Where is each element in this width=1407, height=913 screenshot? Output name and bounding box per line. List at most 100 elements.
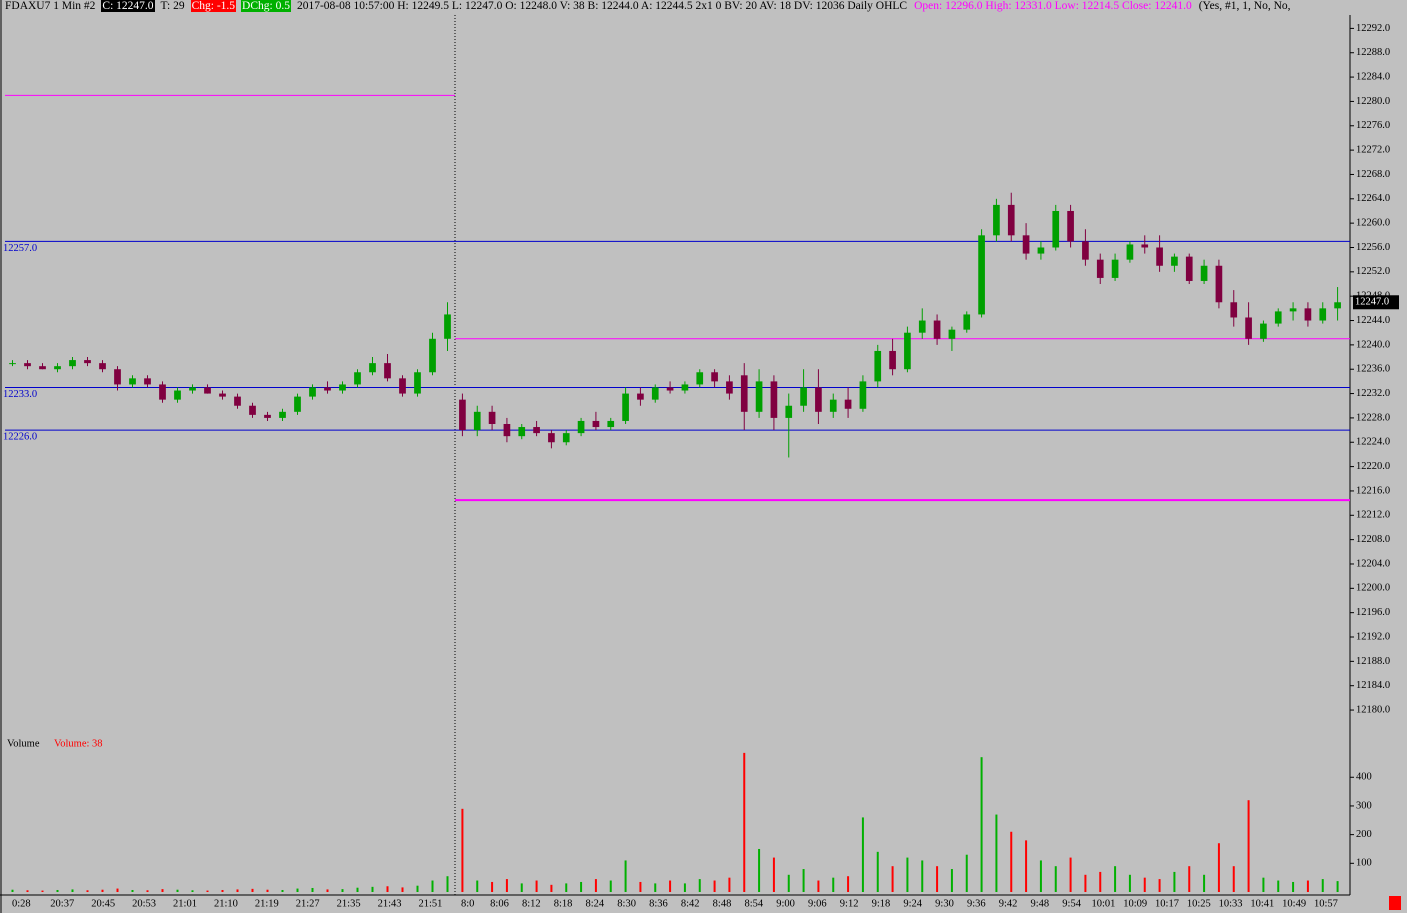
candle-body [414, 372, 421, 394]
candle-body [1185, 256, 1193, 281]
x-tick-label: 21:27 [296, 898, 320, 909]
x-tick-label: 8:24 [586, 898, 605, 909]
candle-body [1260, 323, 1267, 339]
x-tick-label: 9:48 [1031, 898, 1050, 909]
candle-body [785, 405, 793, 418]
candle-body [829, 399, 837, 412]
volume-bar [251, 888, 254, 892]
volume-bar [56, 889, 59, 892]
volume-bar [1114, 866, 1117, 892]
candle-body [1334, 302, 1341, 309]
volume-bar [921, 860, 924, 892]
candle-body [99, 363, 106, 370]
x-tick-label: 9:30 [935, 898, 954, 909]
candle-body [815, 387, 822, 412]
candle-body [24, 363, 31, 367]
x-tick-label: 10:09 [1123, 898, 1147, 909]
y-tick-label: 12276.0 [1356, 120, 1390, 131]
candle-body [800, 387, 807, 406]
volume-bar [386, 886, 389, 892]
volume-bar [713, 880, 716, 892]
candle-body [399, 378, 406, 394]
volume-bar [980, 757, 983, 892]
volume-bar [1203, 874, 1206, 892]
volume-bar [1128, 874, 1131, 892]
candle-body [1082, 241, 1089, 260]
y-tick-label: 12264.0 [1356, 193, 1390, 204]
x-tick-label: 10:49 [1282, 898, 1306, 909]
volume-bar [950, 869, 953, 892]
y-tick-label: 12284.0 [1356, 71, 1390, 82]
candle-body [993, 204, 1000, 236]
volume-bar [446, 876, 449, 892]
candle-body [324, 387, 331, 391]
candle-body [1067, 210, 1074, 242]
volume-bar [281, 889, 284, 892]
candle-body [1052, 210, 1060, 248]
candle-body [948, 329, 956, 339]
x-tick-label: 9:00 [776, 898, 795, 909]
volume-bar [1099, 871, 1102, 892]
x-tick-label: 21:01 [173, 898, 197, 909]
volume-bar [669, 880, 672, 892]
x-tick-label: 8:42 [681, 898, 700, 909]
volume-bar [1025, 840, 1028, 892]
x-tick-label: 0:28 [12, 898, 31, 909]
candle-body [9, 363, 16, 365]
volume-bar [191, 890, 194, 892]
y-tick-label: 12240.0 [1356, 339, 1390, 350]
x-tick-label: 9:36 [967, 898, 986, 909]
header-item: Chg: -1.5 [190, 0, 237, 12]
candle-body [54, 366, 61, 370]
header-item: 2017-08-08 10:57:00 H: 12249.5 L: 12247.… [296, 0, 908, 12]
volume-bar [1217, 843, 1220, 892]
level-label: 12233.0 [3, 389, 37, 400]
volume-bar [221, 889, 224, 892]
candle-body [459, 399, 466, 431]
candle-body [39, 366, 46, 370]
candle-body [548, 433, 555, 443]
volume-bar [1292, 881, 1295, 892]
candle-body [592, 420, 600, 428]
x-tick-label: 9:12 [840, 898, 859, 909]
candle-body [1289, 308, 1297, 312]
y-tick-label: 12268.0 [1356, 169, 1390, 180]
volume-bar [802, 869, 805, 892]
y-tick-label: 12216.0 [1356, 485, 1390, 496]
candle-body [1096, 259, 1104, 278]
candle-body [174, 390, 181, 400]
candle-body [918, 320, 926, 333]
x-tick-label: 9:24 [903, 898, 922, 909]
volume-bar [936, 866, 939, 892]
x-tick-label: 8:18 [554, 898, 573, 909]
candle-body [129, 378, 136, 385]
volume-bar [86, 890, 89, 892]
candle-body [84, 360, 91, 364]
volume-bar [296, 888, 299, 892]
volume-bar [1247, 800, 1250, 892]
volume-bar [1277, 880, 1280, 892]
candle-body [562, 433, 570, 443]
volume-bar [832, 877, 835, 892]
volume-bar [116, 888, 119, 892]
volume-bar [847, 876, 850, 892]
volume-bar [101, 889, 104, 892]
y-tick-label: 12188.0 [1356, 656, 1390, 667]
candle-body [651, 387, 659, 400]
volume-bar [520, 883, 523, 892]
y-tick-label: 12288.0 [1356, 47, 1390, 58]
candle-body [978, 235, 985, 315]
y-tick-label: 12260.0 [1356, 218, 1390, 229]
volume-value-label: Volume: 38 [54, 738, 103, 749]
volume-bar [401, 887, 404, 892]
volume-bar [1188, 866, 1191, 892]
volume-bar [728, 877, 731, 892]
y-tick-label: 12292.0 [1356, 23, 1390, 34]
x-tick-label: 9:18 [872, 898, 891, 909]
volume-bar [71, 889, 74, 892]
x-tick-label: 8:06 [490, 898, 509, 909]
x-tick-label: 21:10 [214, 898, 238, 909]
volume-bar [1173, 871, 1176, 892]
y-tick-label: 12228.0 [1356, 412, 1390, 423]
x-tick-label: 8:36 [649, 898, 668, 909]
